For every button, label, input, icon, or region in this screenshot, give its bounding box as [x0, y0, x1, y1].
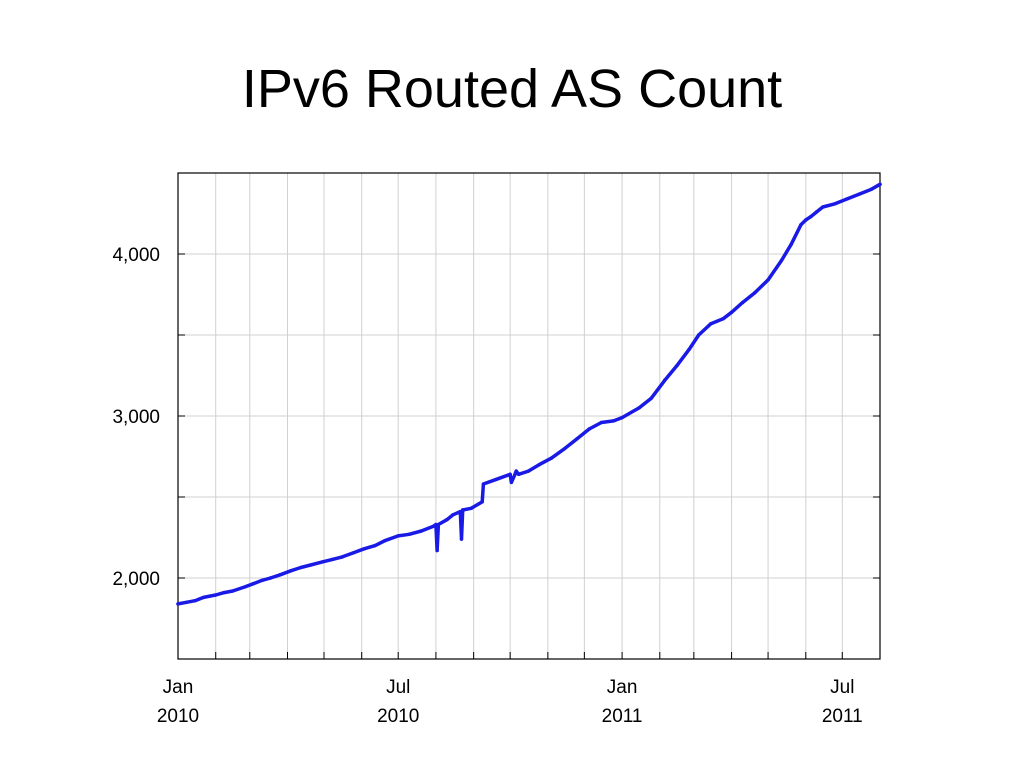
- data-point: [514, 469, 518, 473]
- data-point: [857, 192, 862, 196]
- data-point: [687, 347, 691, 352]
- data-point: [469, 506, 473, 511]
- axis-ticks: [178, 253, 880, 659]
- data-point: [480, 500, 484, 504]
- data-point: [575, 436, 579, 441]
- data-point: [869, 187, 874, 191]
- data-point: [251, 581, 256, 586]
- data-point: [243, 585, 247, 589]
- data-point: [599, 420, 604, 425]
- data-point: [804, 218, 808, 222]
- data-point: [383, 539, 387, 543]
- data-point: [222, 590, 226, 595]
- data-point: [330, 557, 335, 562]
- data-point: [340, 555, 344, 559]
- data-point: [373, 543, 377, 548]
- data-point: [526, 469, 531, 473]
- data-point: [740, 300, 745, 305]
- data-point: [351, 551, 355, 555]
- data-point: [821, 205, 825, 209]
- grid: [178, 173, 880, 659]
- data-point: [620, 415, 624, 420]
- data-point: [513, 472, 517, 477]
- data-point: [649, 396, 653, 400]
- y-tick-label: 3,000: [112, 407, 160, 428]
- series-line: [176, 182, 882, 606]
- x-tick-label-line: 2010: [377, 706, 419, 727]
- data-point: [481, 482, 486, 486]
- y-tick-label: 4,000: [112, 245, 160, 266]
- x-tick-label: Jul 2010: [377, 677, 419, 727]
- data-point: [766, 278, 770, 282]
- data-point: [675, 364, 679, 368]
- data-point: [709, 321, 713, 326]
- data-point: [260, 578, 264, 583]
- x-tick-label: Jan 2011: [602, 677, 643, 727]
- data-point: [458, 509, 462, 514]
- x-tick-label-line: Jul: [386, 677, 410, 698]
- data-point: [214, 593, 218, 597]
- data-point: [815, 210, 819, 214]
- data-point: [308, 563, 313, 567]
- data-point: [396, 534, 400, 538]
- data-point: [445, 517, 449, 522]
- x-tick-label-line: Jan: [607, 677, 638, 698]
- data-point: [436, 522, 441, 527]
- tick-labels: 2,000 3,000 4,000 Jan 2010 Jul 2010 Jan 2011 Jul 2…: [112, 245, 862, 727]
- data-point: [509, 480, 514, 485]
- data-point: [495, 477, 499, 481]
- data-point: [299, 565, 303, 570]
- data-point: [878, 182, 882, 187]
- data-point: [721, 317, 725, 321]
- x-tick-label-line: 2011: [602, 706, 643, 727]
- x-tick-label-line: Jan: [163, 677, 194, 698]
- data-point: [184, 600, 189, 604]
- x-tick-label: Jan 2010: [157, 677, 199, 727]
- data-point: [201, 595, 206, 600]
- data-point: [451, 513, 455, 517]
- data-point: [460, 508, 465, 512]
- data-point: [321, 560, 325, 564]
- data-point: [662, 378, 667, 383]
- data-point: [268, 576, 273, 580]
- data-point: [752, 291, 757, 295]
- data-point: [278, 573, 282, 577]
- data-point: [563, 446, 567, 451]
- data-point: [508, 472, 512, 477]
- data-point: [833, 202, 837, 206]
- data-point: [435, 548, 439, 553]
- data-point: [176, 602, 180, 606]
- data-point: [697, 333, 701, 337]
- data-point: [193, 598, 197, 603]
- data-point: [516, 472, 521, 477]
- data-point: [549, 456, 554, 460]
- data-point: [289, 569, 293, 573]
- data-point: [459, 537, 464, 541]
- x-tick-label-line: 2011: [822, 706, 863, 727]
- data-point: [419, 529, 424, 533]
- data-point: [845, 197, 849, 201]
- data-point: [407, 532, 411, 536]
- data-point: [431, 524, 436, 528]
- data-point: [729, 310, 734, 315]
- data-point: [434, 522, 438, 527]
- series-layer: [176, 182, 882, 606]
- x-tick-label-line: Jul: [830, 677, 854, 698]
- data-point: [231, 589, 235, 593]
- y-tick-label: 2,000: [112, 569, 160, 590]
- data-point: [789, 242, 793, 246]
- data-point: [799, 223, 803, 227]
- data-point: [637, 406, 641, 410]
- x-tick-label-line: 2010: [157, 706, 199, 727]
- data-point: [808, 215, 813, 219]
- data-point: [587, 427, 591, 431]
- slide-title: IPv6 Routed AS Count: [241, 59, 783, 119]
- data-point: [362, 547, 366, 551]
- x-tick-label: Jul 2011: [822, 677, 863, 727]
- data-point: [779, 258, 784, 263]
- data-point: [537, 462, 542, 467]
- data-point: [611, 419, 616, 423]
